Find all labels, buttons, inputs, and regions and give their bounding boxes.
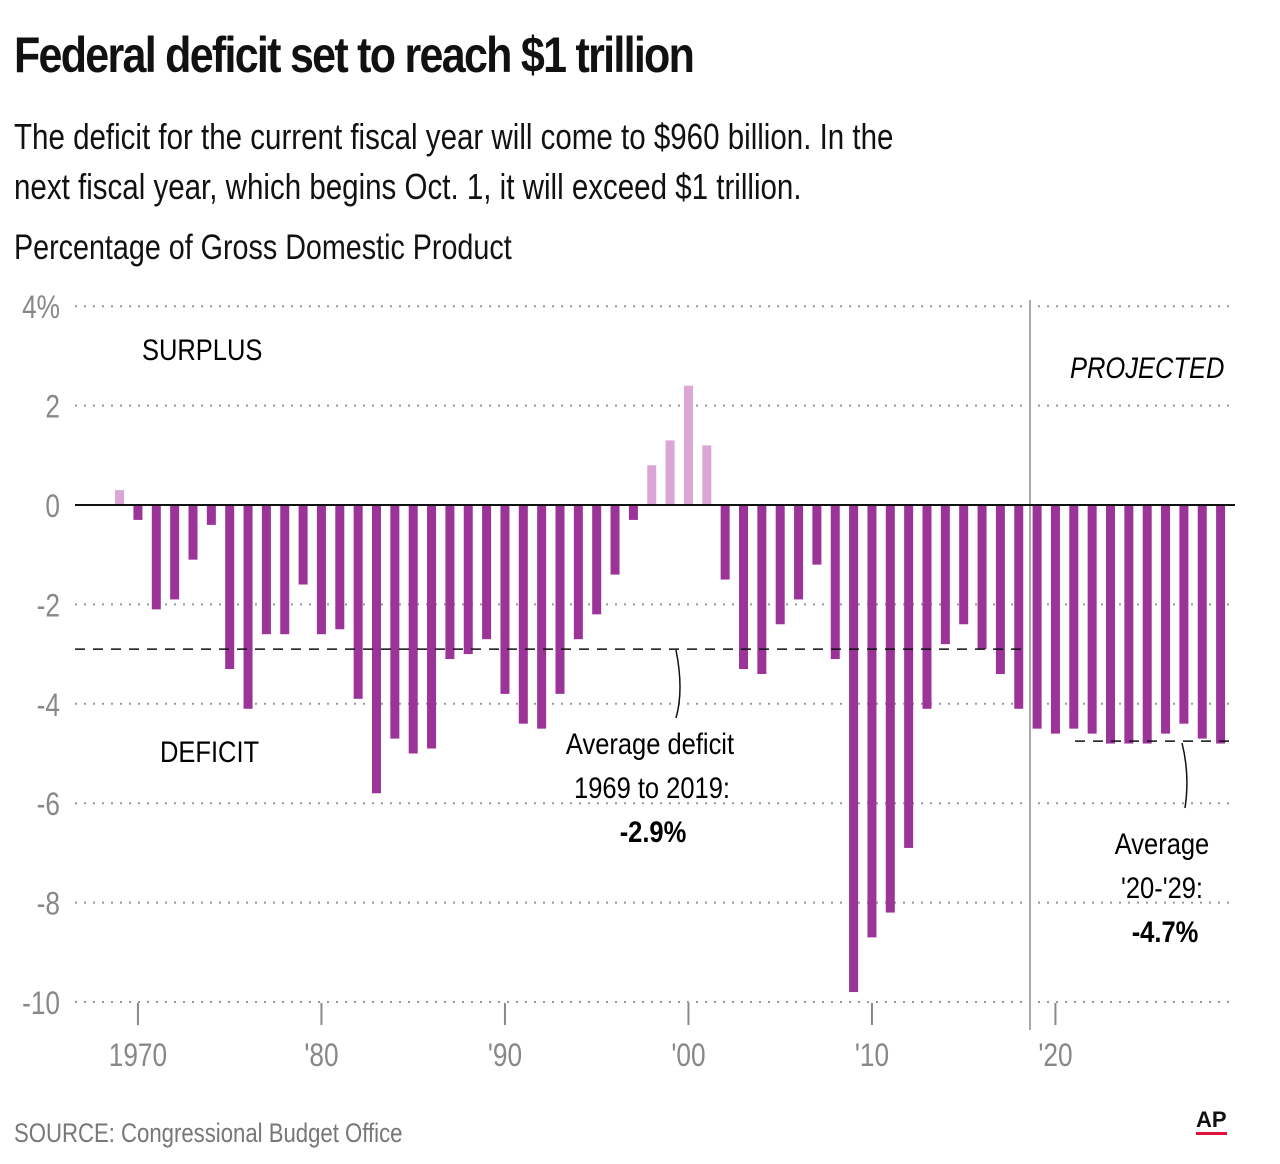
bar-2027 [1179, 505, 1189, 724]
bar-2009 [849, 505, 859, 993]
bar-1976 [243, 505, 253, 709]
bar-1997 [628, 505, 638, 520]
surplus-label: SURPLUS [142, 333, 262, 366]
bar-1970 [133, 505, 143, 520]
bar-2015 [959, 505, 969, 625]
deficit-bar-chart: 4% 2 0 -2 -4 -6 -8 -10 1970 '80 '90 '00 '10 '20 SURP… [22, 291, 1235, 1074]
ap-logo: AP [1196, 1108, 1227, 1135]
deficit-label: DEFICIT [160, 735, 259, 768]
bar-1973 [188, 505, 198, 560]
avg-proj-line2: '20-'29: [1121, 871, 1203, 904]
bar-2003 [739, 505, 748, 670]
y-tick-label: -4 [37, 688, 60, 723]
bar-1975 [225, 505, 235, 670]
avg-hist-line1: Average deficit [566, 727, 734, 760]
bar-2005 [775, 505, 785, 625]
bar-2024 [1124, 505, 1134, 744]
avg-proj-leader [1181, 742, 1188, 809]
bar-1989 [482, 505, 492, 640]
bar-1974 [206, 505, 216, 525]
avg-proj-line1: Average [1115, 827, 1209, 860]
avg-proj-value: -4.7% [1132, 915, 1199, 948]
bar-1980 [316, 505, 326, 635]
x-tick-label: '90 [488, 1039, 522, 1074]
bar-1982 [353, 505, 363, 699]
x-tick-label: '00 [671, 1039, 705, 1074]
bar-1990 [500, 505, 510, 694]
y-tick-label: 2 [45, 390, 60, 425]
bar-1971 [151, 505, 161, 610]
x-tick-label: '80 [304, 1039, 338, 1074]
avg-hist-line2: 1969 to 2019: [574, 771, 730, 804]
chart-subtitle: The deficit for the current fiscal year … [14, 116, 894, 207]
bar-1972 [170, 505, 180, 600]
y-tick-label: -10 [22, 987, 60, 1022]
bar-1981 [335, 505, 345, 630]
y-tick-label: 4% [22, 291, 60, 326]
bar-2014 [940, 505, 950, 645]
bar-1986 [427, 505, 437, 749]
bar-2006 [794, 505, 804, 600]
bar-1984 [390, 505, 400, 739]
bar-2013 [922, 505, 932, 709]
avg-hist-value: -2.9% [620, 815, 687, 848]
y-tick-label: 0 [45, 490, 60, 525]
bar-1996 [610, 505, 620, 575]
bar-2018 [1014, 505, 1024, 709]
bar-2021 [1069, 505, 1079, 729]
y-tick-label: -6 [37, 788, 60, 823]
bar-2020 [1050, 505, 1060, 734]
bar-2004 [757, 505, 767, 674]
unit-label: Percentage of Gross Domestic Product [14, 228, 512, 267]
bar-2011 [885, 505, 895, 913]
bar-2010 [867, 505, 877, 938]
bar-1983 [372, 505, 381, 794]
bar-2019 [1032, 505, 1042, 729]
bar-2023 [1106, 505, 1115, 744]
bar-2002 [720, 505, 730, 580]
avg-hist-annotation: Average deficit 1969 to 2019: -2.9% [566, 649, 734, 848]
bar-1979 [298, 505, 308, 585]
bar-2012 [904, 505, 914, 848]
x-tick-label: '10 [855, 1039, 889, 1074]
bar-2017 [995, 505, 1005, 674]
bar-2028 [1197, 505, 1207, 739]
bar-2000 [683, 385, 693, 505]
bar-1993 [555, 505, 565, 694]
y-tick-label: -2 [37, 589, 60, 624]
bar-2016 [977, 505, 987, 650]
bar-1978 [280, 505, 290, 635]
bar-1992 [537, 505, 547, 729]
x-tick-label: 1970 [109, 1039, 167, 1074]
bar-1995 [592, 505, 602, 615]
avg-hist-leader [675, 649, 681, 719]
bar-1988 [463, 505, 473, 655]
bar-2025 [1142, 505, 1152, 744]
bar-1999 [665, 440, 675, 505]
bar-1969 [115, 490, 125, 505]
y-tick-label: -8 [37, 887, 60, 922]
source-note: SOURCE: Congressional Budget Office [14, 1118, 403, 1148]
bar-1985 [408, 505, 418, 754]
bar-1977 [261, 505, 271, 635]
bar-2026 [1161, 505, 1171, 734]
projected-label: PROJECTED [1070, 351, 1224, 384]
bar-2022 [1087, 505, 1097, 734]
bar-1991 [518, 505, 528, 724]
avg-proj-annotation: Average '20-'29: -4.7% [1115, 742, 1209, 948]
bar-2007 [812, 505, 822, 565]
bar-2001 [702, 445, 712, 505]
x-tick-label: '20 [1038, 1039, 1072, 1074]
chart-title: Federal deficit set to reach $1 trillion [14, 27, 695, 83]
bar-2029 [1216, 505, 1226, 744]
bar-1998 [647, 465, 657, 505]
bar-1994 [573, 505, 583, 640]
bar-2008 [830, 505, 840, 660]
bar-1987 [445, 505, 455, 660]
